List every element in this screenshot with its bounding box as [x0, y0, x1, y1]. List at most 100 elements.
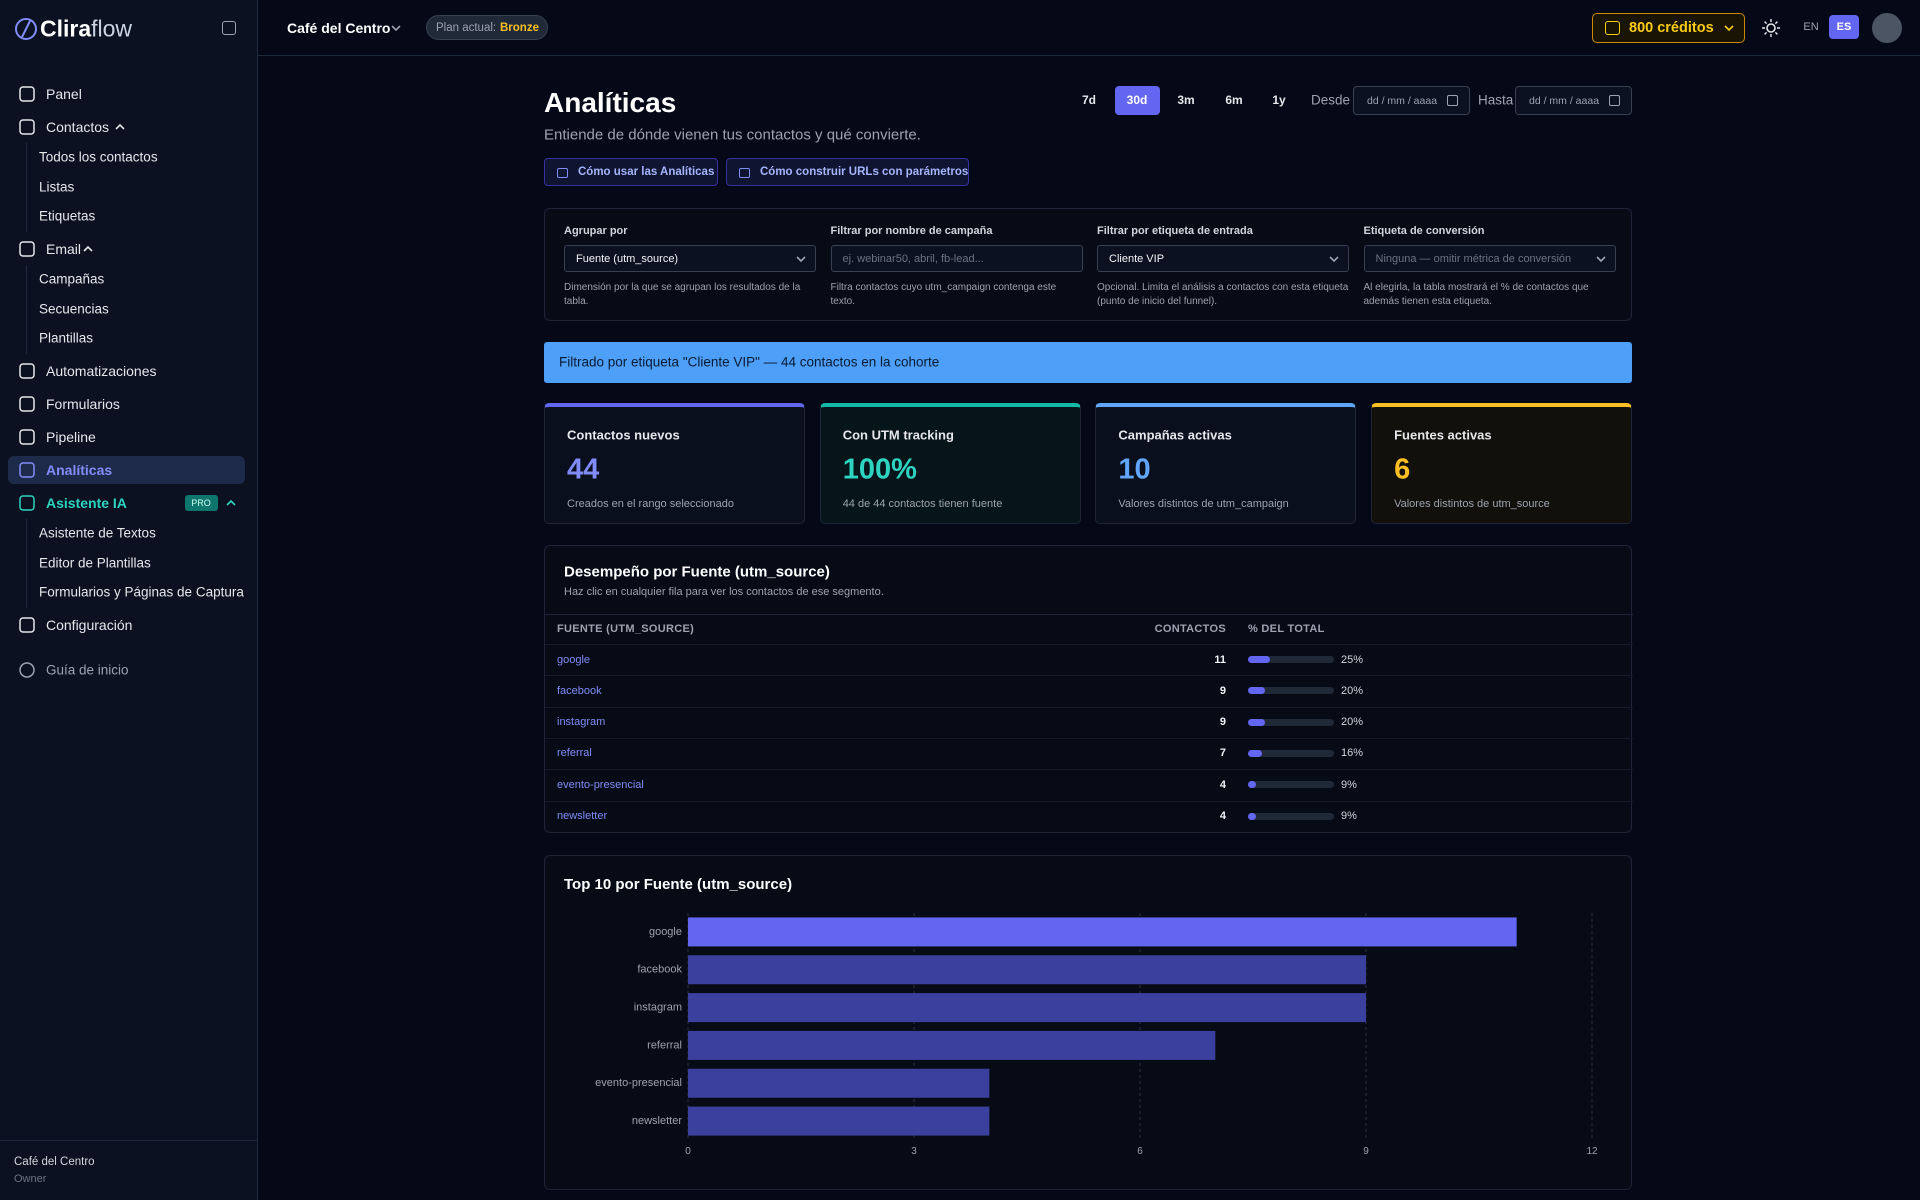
nav-icon [19, 462, 35, 478]
wallet-icon [1605, 21, 1620, 35]
nav-item[interactable]: Automatizaciones [46, 363, 157, 379]
icon-shape [19, 617, 35, 633]
range-option[interactable]: 7d [1081, 93, 1097, 107]
avatar[interactable] [1872, 13, 1902, 43]
kpi-card: Fuentes activas 6 Valores distintos de utm… [1371, 403, 1633, 524]
nav-subitem[interactable]: Todos los contactos [39, 149, 158, 165]
nav-item[interactable]: Formularios [46, 396, 120, 412]
sidebar: Cliraflow Panel Contactos Todos los contact… [0, 0, 258, 1200]
brand-logo [15, 18, 37, 40]
help-link[interactable]: Cómo usar las Analíticas [544, 158, 718, 186]
range-option[interactable]: 3m [1177, 93, 1195, 107]
nav-item[interactable]: Configuración [46, 617, 133, 633]
nav-icon [19, 396, 35, 412]
plan-pill: Plan actual: Bronze [426, 15, 548, 40]
chevron-icon [115, 123, 125, 130]
nav-item[interactable]: Pipeline [46, 429, 96, 445]
bar [688, 993, 1366, 1023]
nav-item[interactable]: Contactos [46, 119, 110, 135]
table-row[interactable] [545, 737, 1633, 769]
table-divider [545, 614, 1633, 615]
language-option[interactable]: ES [1836, 21, 1852, 33]
help-link[interactable]: Cómo construir URLs con parámetros [726, 158, 969, 186]
range-option[interactable]: 6m [1225, 93, 1243, 107]
percent-track [1248, 656, 1334, 663]
nav-item[interactable]: Email [46, 241, 82, 257]
percent-bar [1248, 687, 1266, 695]
nav-subitem[interactable]: Plantillas [39, 330, 94, 346]
logo-stroke [21, 20, 31, 38]
filter-help: Dimensión por la que se agrupan los resu… [564, 282, 801, 307]
chart-title: Top 10 por Fuente (utm_source) [564, 876, 792, 893]
table-row[interactable] [545, 675, 1633, 706]
filter-input[interactable]: ej. webinar50, abril, fb-lead... [830, 245, 1083, 272]
theme-toggle[interactable] [1761, 18, 1781, 38]
kpi-title: Campañas activas [1118, 427, 1232, 443]
source-link: evento-presencial [557, 778, 644, 791]
x-tick-label: 9 [1363, 1146, 1369, 1157]
workspace-name[interactable]: Café del Centro [287, 20, 391, 36]
pro-badge [185, 495, 218, 511]
icon-shape [19, 462, 35, 478]
guide-link[interactable]: Guía de inicio [46, 662, 129, 678]
sidebar-toggle[interactable] [222, 21, 236, 35]
nav-icon [19, 429, 35, 445]
page-subtitle: Entiende de dónde vienen tus contactos y… [544, 126, 921, 144]
y-tick-label: google [649, 926, 682, 938]
kpi-title: Contactos nuevos [567, 427, 680, 443]
brand-bold: Clira [40, 15, 92, 42]
chevron-icon [1724, 25, 1734, 32]
chevron-icon [83, 245, 93, 252]
filter-select[interactable]: Fuente (utm_source) [564, 245, 816, 272]
calendar-icon [1447, 95, 1458, 106]
source-link: google [557, 653, 591, 666]
nav-subitem[interactable]: Asistente de Textos [39, 525, 156, 541]
range-option[interactable]: 30d [1126, 93, 1148, 107]
range-active-bg [1115, 86, 1160, 115]
kpi-subtitle: 44 de 44 contactos tienen fuente [842, 498, 1003, 510]
table-row[interactable] [545, 644, 1633, 675]
nav-item[interactable]: Analíticas [46, 462, 113, 478]
chevron-shape [115, 123, 125, 130]
y-tick-label: facebook [637, 964, 682, 976]
nav-item[interactable]: Panel [46, 86, 82, 102]
nav-subitem[interactable]: Campañas [39, 271, 105, 287]
nav-tree-line [26, 519, 27, 608]
icon-shape [19, 363, 35, 379]
filter-label: Etiqueta de conversión [1363, 225, 1485, 237]
help-link-text: Cómo construir URLs con parámetros [760, 166, 969, 178]
chart: Top 10 por Fuente (utm_source) 0 3 6 9 12 goog… [564, 876, 1598, 1157]
x-tick-label: 3 [911, 1146, 917, 1157]
language-option[interactable]: EN [1803, 21, 1819, 33]
table-row[interactable] [545, 706, 1633, 738]
nav-subitem[interactable]: Etiquetas [39, 208, 96, 224]
badge-text: PRO [191, 498, 211, 508]
filter-help: Opcional. Limita el análisis a contactos… [1097, 282, 1349, 307]
nav-tree-line [26, 143, 27, 232]
column-header: CONTACTOS [1154, 623, 1226, 635]
date-input[interactable]: dd / mm / aaaa [1353, 86, 1470, 115]
nav-subitem[interactable]: Listas [39, 179, 75, 194]
percent-bar [1248, 718, 1266, 726]
table-row[interactable] [545, 769, 1633, 800]
filter-select[interactable]: Cliente VIP [1097, 245, 1349, 272]
nav-subitem[interactable]: Secuencias [39, 301, 109, 316]
filter-select[interactable]: Ninguna — omitir métrica de conversión [1363, 245, 1616, 272]
source-link: facebook [557, 684, 602, 697]
date-input[interactable]: dd / mm / aaaa [1515, 86, 1632, 115]
bar [688, 1106, 990, 1136]
credits-button[interactable]: 800 créditos [1592, 13, 1745, 43]
table-row[interactable] [545, 800, 1633, 832]
topbar: Café del Centro Plan actual: Bronze 800 cré… [258, 0, 1920, 56]
nav-subitem[interactable]: Editor de Plantillas [39, 555, 151, 570]
chevron-icon [226, 499, 236, 506]
page-title: Analíticas [544, 87, 677, 118]
y-tick-label: referral [647, 1039, 682, 1051]
date-label: Hasta [1478, 92, 1514, 108]
nav-item[interactable]: Asistente IA [46, 495, 127, 511]
nav-subitem[interactable]: Formularios y Páginas de Captura [39, 584, 244, 600]
range-option[interactable]: 1y [1272, 93, 1286, 107]
kpi-value: 10 [1118, 453, 1151, 486]
credits: 800 créditos [1629, 20, 1714, 36]
filter-help: Filtra contactos cuyo utm_campaign conte… [830, 282, 1057, 307]
